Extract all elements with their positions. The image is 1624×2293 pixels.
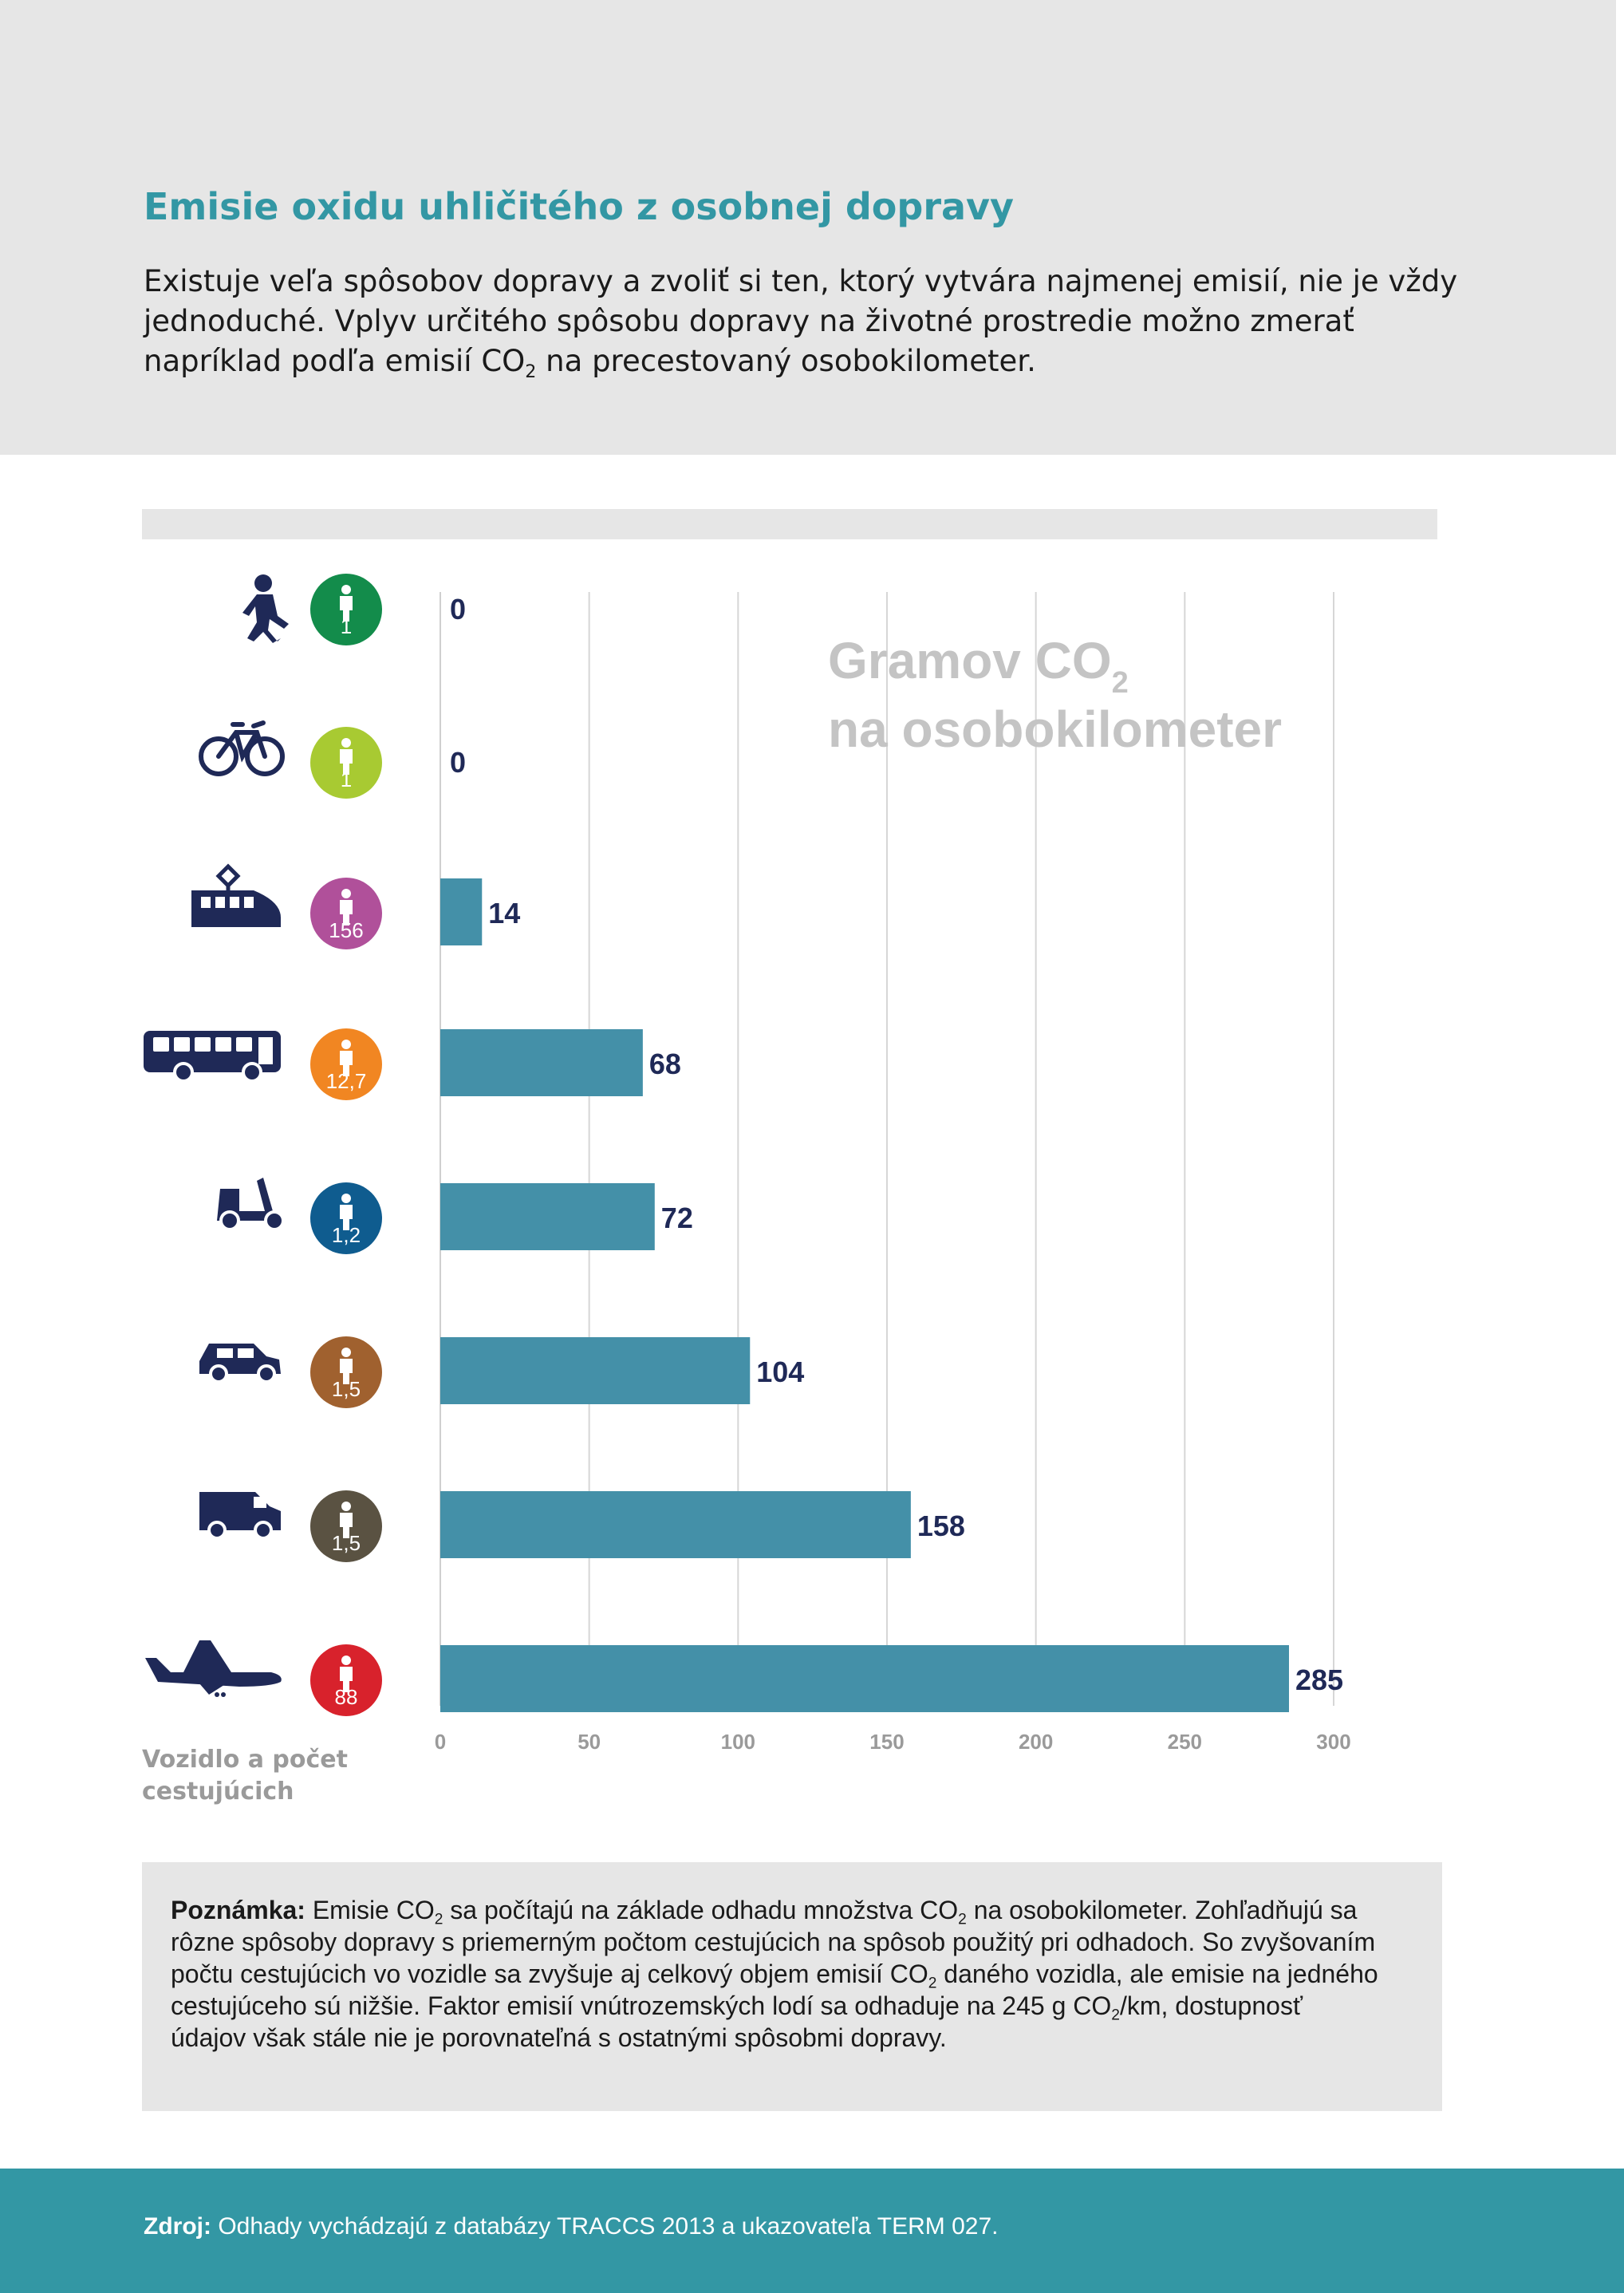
- note-text-part: sa počítajú na základe odhadu množstva C…: [443, 1896, 959, 1924]
- passenger-badge: 1: [310, 727, 382, 799]
- note-subscript: 2: [958, 1911, 967, 1928]
- bus-icon: [144, 1031, 281, 1083]
- airplane-icon: [145, 1640, 282, 1697]
- x-tick-label: 250: [1168, 1730, 1202, 1754]
- note-subscript: 2: [434, 1911, 443, 1928]
- source-text-body: Odhady vychádzajú z databázy TRACCS 2013…: [211, 2213, 999, 2240]
- passenger-badge: 156: [310, 878, 382, 949]
- scooter-icon: [217, 1178, 285, 1231]
- note-text-part: na osobokilometer. Zohľadňujú sa rôzne s…: [171, 1896, 1376, 1988]
- passenger-count: 1,5: [332, 1377, 361, 1401]
- chart-title: Gramov CO2: [828, 632, 1129, 700]
- bar: [440, 878, 483, 945]
- passenger-badges: 1 1 156 12,7 1,2 1,5 1,5 88: [310, 574, 382, 1716]
- note-subscript: 2: [1111, 2007, 1120, 2024]
- header-panel: [0, 0, 1616, 455]
- x-tick-label: 300: [1316, 1730, 1350, 1754]
- page-title: Emisie oxidu uhličitého z osobnej doprav…: [144, 185, 1015, 228]
- x-axis-ticks: 0 50 100 150 200 250 300: [435, 1730, 1351, 1754]
- bar-value-label: 104: [756, 1356, 804, 1388]
- tram-icon: [191, 863, 281, 927]
- x-tick-label: 100: [721, 1730, 755, 1754]
- passenger-count: 1: [341, 768, 352, 791]
- note-label: Poznámka:: [171, 1896, 305, 1924]
- chart-top-bar: [142, 509, 1437, 539]
- note-subscript: 2: [928, 1975, 937, 1992]
- bar-value-label: 158: [917, 1510, 965, 1542]
- passenger-count: 1,2: [332, 1223, 361, 1247]
- bars: 0 0 14 68 72 104 158 285: [440, 593, 1343, 1712]
- intro-text-part: na precestovaný osobokilometer.: [536, 344, 1036, 378]
- source-text: Zdroj: Odhady vychádzajú z databázy TRAC…: [144, 2213, 1500, 2240]
- passenger-badge: 1: [310, 574, 382, 645]
- passenger-badge: 1,5: [310, 1336, 382, 1408]
- note-text: Poznámka: Emisie CO2 sa počítajú na zákl…: [171, 1894, 1383, 2054]
- intro-text: Existuje veľa spôsobov dopravy a zvoliť …: [144, 262, 1500, 381]
- car-icon: [199, 1344, 281, 1383]
- note-text-part: Emisie CO: [305, 1896, 435, 1924]
- bar-value-label: 285: [1295, 1664, 1343, 1696]
- bar-value-label: 14: [488, 897, 520, 929]
- bar: [440, 1183, 655, 1250]
- x-tick-label: 150: [869, 1730, 904, 1754]
- passenger-badge: 1,5: [310, 1490, 382, 1562]
- intro-subscript: 2: [525, 361, 537, 382]
- source-label: Zdroj:: [144, 2213, 211, 2240]
- vehicle-icons: [144, 574, 289, 1697]
- x-tick-label: 200: [1019, 1730, 1053, 1754]
- bar-chart: 1 1 156 12,7 1,2 1,5 1,5 88 0 0 14 68 72 104 158 285 0…: [144, 574, 1351, 1754]
- footer: Zdroj: Odhady vychádzajú z databázy TRAC…: [0, 2169, 1624, 2293]
- passenger-badge: 1,2: [310, 1182, 382, 1254]
- passenger-count: 1: [341, 614, 352, 638]
- y-axis-caption: Vozidlo a počet cestujúcich: [142, 1746, 348, 1806]
- x-tick-label: 50: [577, 1730, 601, 1754]
- chart-title-line1: Gramov CO: [828, 632, 1112, 689]
- note-panel: Poznámka: Emisie CO2 sa počítajú na zákl…: [142, 1862, 1442, 2111]
- passenger-count: 1,5: [332, 1531, 361, 1555]
- bar-value-label: 0: [450, 746, 466, 779]
- bar-value-label: 0: [450, 593, 466, 626]
- bar: [440, 1491, 911, 1558]
- van-icon: [199, 1492, 281, 1540]
- passenger-count: 88: [335, 1685, 358, 1709]
- chart-title-line2: na osobokilometer: [828, 701, 1282, 758]
- passenger-count: 12,7: [326, 1069, 367, 1093]
- note-text-part: daného vozidla, ale emisie na jedného ce…: [171, 1960, 1378, 2020]
- walking-person-icon: [242, 574, 289, 643]
- bar: [440, 1645, 1289, 1712]
- bicycle-icon: [199, 720, 285, 776]
- chart-title-subscript: 2: [1112, 666, 1129, 700]
- bar: [440, 1029, 643, 1096]
- note-text-part: /km, dostupnosť údajov však stále nie je…: [171, 1991, 1303, 2052]
- bar-value-label: 72: [661, 1202, 693, 1234]
- bar: [440, 1337, 751, 1404]
- x-tick-label: 0: [435, 1730, 446, 1754]
- bar-value-label: 68: [649, 1048, 681, 1080]
- passenger-badge: 12,7: [310, 1028, 382, 1100]
- passenger-count: 156: [329, 918, 363, 942]
- intro-text-part: Existuje veľa spôsobov dopravy a zvoliť …: [144, 264, 1458, 378]
- passenger-badge: 88: [310, 1644, 382, 1716]
